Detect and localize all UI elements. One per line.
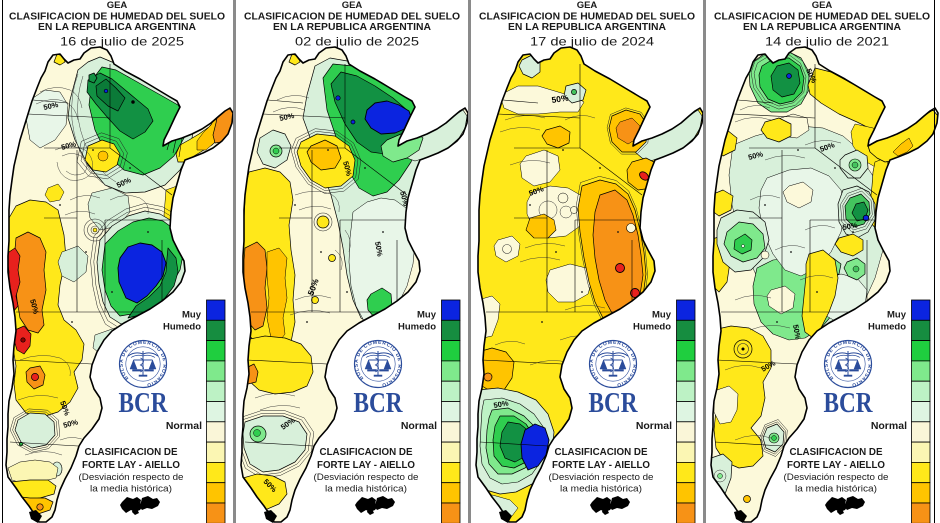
svg-text:Humedo: Humedo — [868, 322, 906, 333]
svg-text:50%: 50% — [279, 111, 296, 123]
svg-text:CLASIFICACION DE HUMEDAD DEL S: CLASIFICACION DE HUMEDAD DEL SUELO — [9, 12, 225, 23]
svg-text:(Desviación respecto de: (Desviación respecto de — [79, 472, 184, 482]
svg-text:50%: 50% — [43, 100, 60, 112]
svg-text:EN LA REPUBLICA ARGENTINA: EN LA REPUBLICA ARGENTINA — [508, 22, 666, 33]
svg-text:BCR: BCR — [824, 388, 874, 419]
svg-text:EN LA REPUBLICA ARGENTINA: EN LA REPUBLICA ARGENTINA — [38, 22, 196, 33]
svg-text:(Desviación respecto de: (Desviación respecto de — [549, 472, 654, 482]
svg-text:Humedo: Humedo — [163, 322, 201, 333]
svg-text:CLASIFICACION DE HUMEDAD DEL S: CLASIFICACION DE HUMEDAD DEL SUELO — [479, 12, 695, 23]
svg-text:la media histórica): la media histórica) — [560, 484, 642, 494]
svg-text:50%: 50% — [551, 93, 570, 105]
svg-text:Muy: Muy — [417, 310, 437, 321]
svg-text:50%: 50% — [791, 324, 803, 341]
svg-text:50%: 50% — [62, 417, 79, 430]
svg-text:la media histórica): la media histórica) — [90, 484, 172, 494]
svg-text:(Desviación respecto de: (Desviación respecto de — [314, 472, 419, 482]
svg-text:17 de julio de 2024: 17 de julio de 2024 — [530, 35, 654, 49]
svg-text:50%: 50% — [60, 139, 77, 152]
svg-text:50%: 50% — [28, 298, 41, 315]
svg-text:Normal: Normal — [636, 420, 672, 432]
svg-text:CLASIFICACION DE: CLASIFICACION DE — [790, 447, 883, 458]
svg-text:50%: 50% — [842, 220, 859, 232]
svg-text:CLASIFICACION DE: CLASIFICACION DE — [85, 447, 178, 458]
svg-text:16 de julio de 2025: 16 de julio de 2025 — [60, 35, 184, 49]
svg-text:BCR: BCR — [589, 388, 639, 419]
svg-text:14 de julio de 2021: 14 de julio de 2021 — [765, 35, 889, 49]
svg-text:FORTE LAY - AIELLO: FORTE LAY - AIELLO — [787, 460, 885, 471]
svg-text:02 de julio de 2025: 02 de julio de 2025 — [295, 35, 419, 49]
svg-text:GEA: GEA — [577, 0, 598, 11]
svg-text:(Desviación respecto de: (Desviación respecto de — [784, 472, 889, 482]
svg-text:BCR: BCR — [119, 388, 169, 419]
svg-text:EN LA REPUBLICA ARGENTINA: EN LA REPUBLICA ARGENTINA — [743, 22, 901, 33]
svg-text:50%: 50% — [341, 160, 354, 177]
svg-text:FORTE LAY - AIELLO: FORTE LAY - AIELLO — [552, 460, 650, 471]
svg-text:Normal: Normal — [166, 420, 202, 432]
svg-text:50%: 50% — [747, 149, 764, 162]
svg-text:Humedo: Humedo — [398, 322, 436, 333]
svg-text:Normal: Normal — [871, 420, 907, 432]
svg-text:GEA: GEA — [107, 0, 128, 11]
svg-text:50%: 50% — [373, 241, 385, 258]
svg-text:FORTE LAY - AIELLO: FORTE LAY - AIELLO — [82, 460, 180, 471]
svg-text:50%: 50% — [493, 398, 510, 410]
svg-text:Muy: Muy — [182, 310, 202, 321]
svg-text:BCR: BCR — [354, 388, 404, 419]
svg-text:Muy: Muy — [887, 310, 907, 321]
svg-text:GEA: GEA — [342, 0, 363, 11]
svg-text:CLASIFICACION DE: CLASIFICACION DE — [555, 447, 648, 458]
svg-text:CLASIFICACION DE: CLASIFICACION DE — [320, 447, 413, 458]
svg-text:la media histórica): la media histórica) — [795, 484, 877, 494]
svg-text:Normal: Normal — [401, 420, 437, 432]
svg-text:GEA: GEA — [812, 0, 833, 11]
svg-text:FORTE LAY - AIELLO: FORTE LAY - AIELLO — [317, 460, 415, 471]
svg-text:EN LA REPUBLICA ARGENTINA: EN LA REPUBLICA ARGENTINA — [273, 22, 431, 33]
svg-text:la media histórica): la media histórica) — [325, 484, 407, 494]
svg-text:Muy: Muy — [652, 310, 672, 321]
svg-text:CLASIFICACION DE HUMEDAD DEL S: CLASIFICACION DE HUMEDAD DEL SUELO — [714, 12, 930, 23]
svg-text:Humedo: Humedo — [633, 322, 671, 333]
svg-text:CLASIFICACION DE HUMEDAD DEL S: CLASIFICACION DE HUMEDAD DEL SUELO — [244, 12, 460, 23]
